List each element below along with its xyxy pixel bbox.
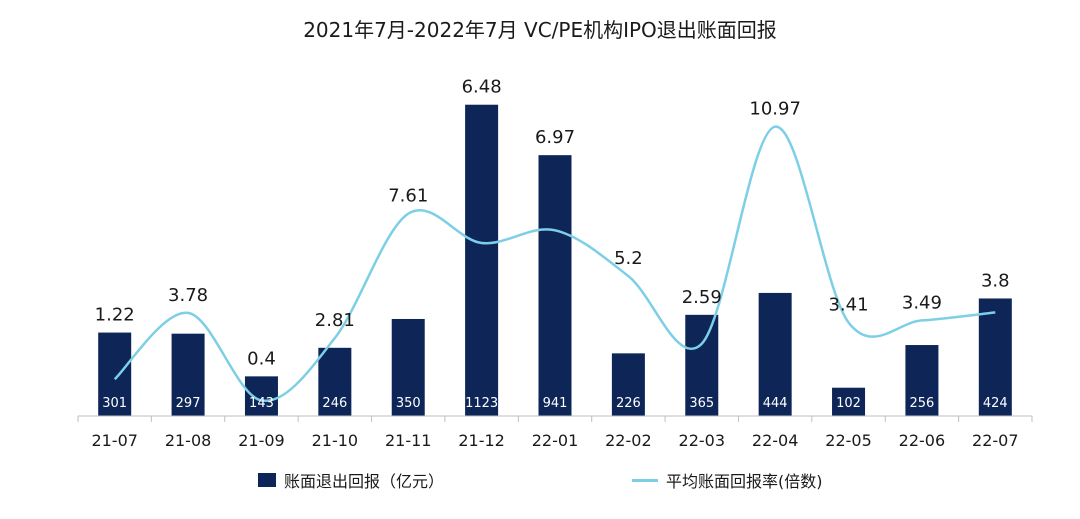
line-value-label: 3.41 <box>828 294 868 315</box>
x-tick-label: 21-10 <box>312 431 359 450</box>
labels-layer: 301 297 143 246 350 1123 941 226 365 444 102 256 424… <box>95 77 1010 411</box>
line-value-label: 6.48 <box>462 77 502 98</box>
line-value-label: 6.97 <box>535 127 575 148</box>
x-tick-label: 22-06 <box>899 431 946 450</box>
line-value-label: 7.61 <box>388 186 428 207</box>
bar-22-07 <box>978 298 1012 416</box>
x-tick-label: 21-09 <box>238 431 285 450</box>
line-value-label: 1.22 <box>95 305 135 326</box>
x-tick-label: 22-01 <box>532 431 579 450</box>
legend-line-swatch <box>632 478 658 482</box>
line-value-label: 10.97 <box>749 99 801 120</box>
bar-21-09 <box>244 376 278 416</box>
legend-line-series: 平均账面回报率(倍数) <box>632 468 823 492</box>
bar-value-label: 941 <box>543 396 568 411</box>
bar-21-12 <box>465 104 499 416</box>
bar-value-label: 444 <box>763 396 788 411</box>
x-axis: 21-07 21-08 21-09 21-10 21-11 21-12 22-01 22-02… <box>77 415 1033 450</box>
bar-value-label: 350 <box>396 396 421 411</box>
bar-value-label: 143 <box>249 396 274 411</box>
bar-value-label: 301 <box>102 396 127 411</box>
bars-layer <box>98 104 1012 416</box>
bar-value-label: 1123 <box>465 396 498 411</box>
bar-22-05 <box>832 387 866 416</box>
line-value-label: 3.78 <box>168 285 208 306</box>
legend-bar-series: 账面退出回报（亿元） <box>258 468 444 492</box>
line-value-label: 2.81 <box>315 310 355 331</box>
line-value-label: 3.49 <box>902 292 942 313</box>
line-value-label: 2.59 <box>682 287 722 308</box>
x-tick-label: 21-12 <box>458 431 505 450</box>
x-tick-label: 21-08 <box>165 431 212 450</box>
series-line-return-multiple <box>113 125 996 402</box>
bar-value-label: 256 <box>910 396 935 411</box>
legend-line-label: 平均账面回报率(倍数) <box>666 472 823 491</box>
bar-21-11 <box>391 318 425 416</box>
line-value-label: 3.8 <box>981 270 1010 291</box>
x-tick-label: 22-07 <box>972 431 1019 450</box>
bar-22-03 <box>685 314 719 416</box>
legend-bar-label: 账面退出回报（亿元） <box>284 472 445 491</box>
bar-value-label: 226 <box>616 396 641 411</box>
x-tick-label: 22-03 <box>679 431 726 450</box>
bar-21-10 <box>318 347 352 416</box>
bar-21-08 <box>171 333 205 416</box>
line-value-label: 0.4 <box>247 348 276 369</box>
bar-value-label: 297 <box>176 396 201 411</box>
bar-21-07 <box>98 332 132 416</box>
x-tick-label: 21-11 <box>385 431 432 450</box>
bar-value-label: 246 <box>322 396 347 411</box>
bar-22-01 <box>538 155 572 416</box>
x-tick-label: 22-02 <box>605 431 652 450</box>
bar-22-06 <box>905 345 939 416</box>
bar-22-04 <box>758 292 792 416</box>
bar-value-label: 424 <box>983 396 1008 411</box>
bar-value-label: 365 <box>689 396 714 411</box>
line-layer <box>113 125 996 402</box>
legend-bar-swatch <box>258 473 276 487</box>
line-value-label: 5.2 <box>614 248 643 269</box>
bar-22-02 <box>611 353 645 416</box>
x-tick-label: 22-04 <box>752 431 799 450</box>
x-tick-label: 21-07 <box>91 431 138 450</box>
chart-title: 2021年7月-2022年7月 VC/PE机构IPO退出账面回报 <box>303 18 777 42</box>
x-tick-label: 22-05 <box>825 431 872 450</box>
bar-value-label: 102 <box>836 396 861 411</box>
